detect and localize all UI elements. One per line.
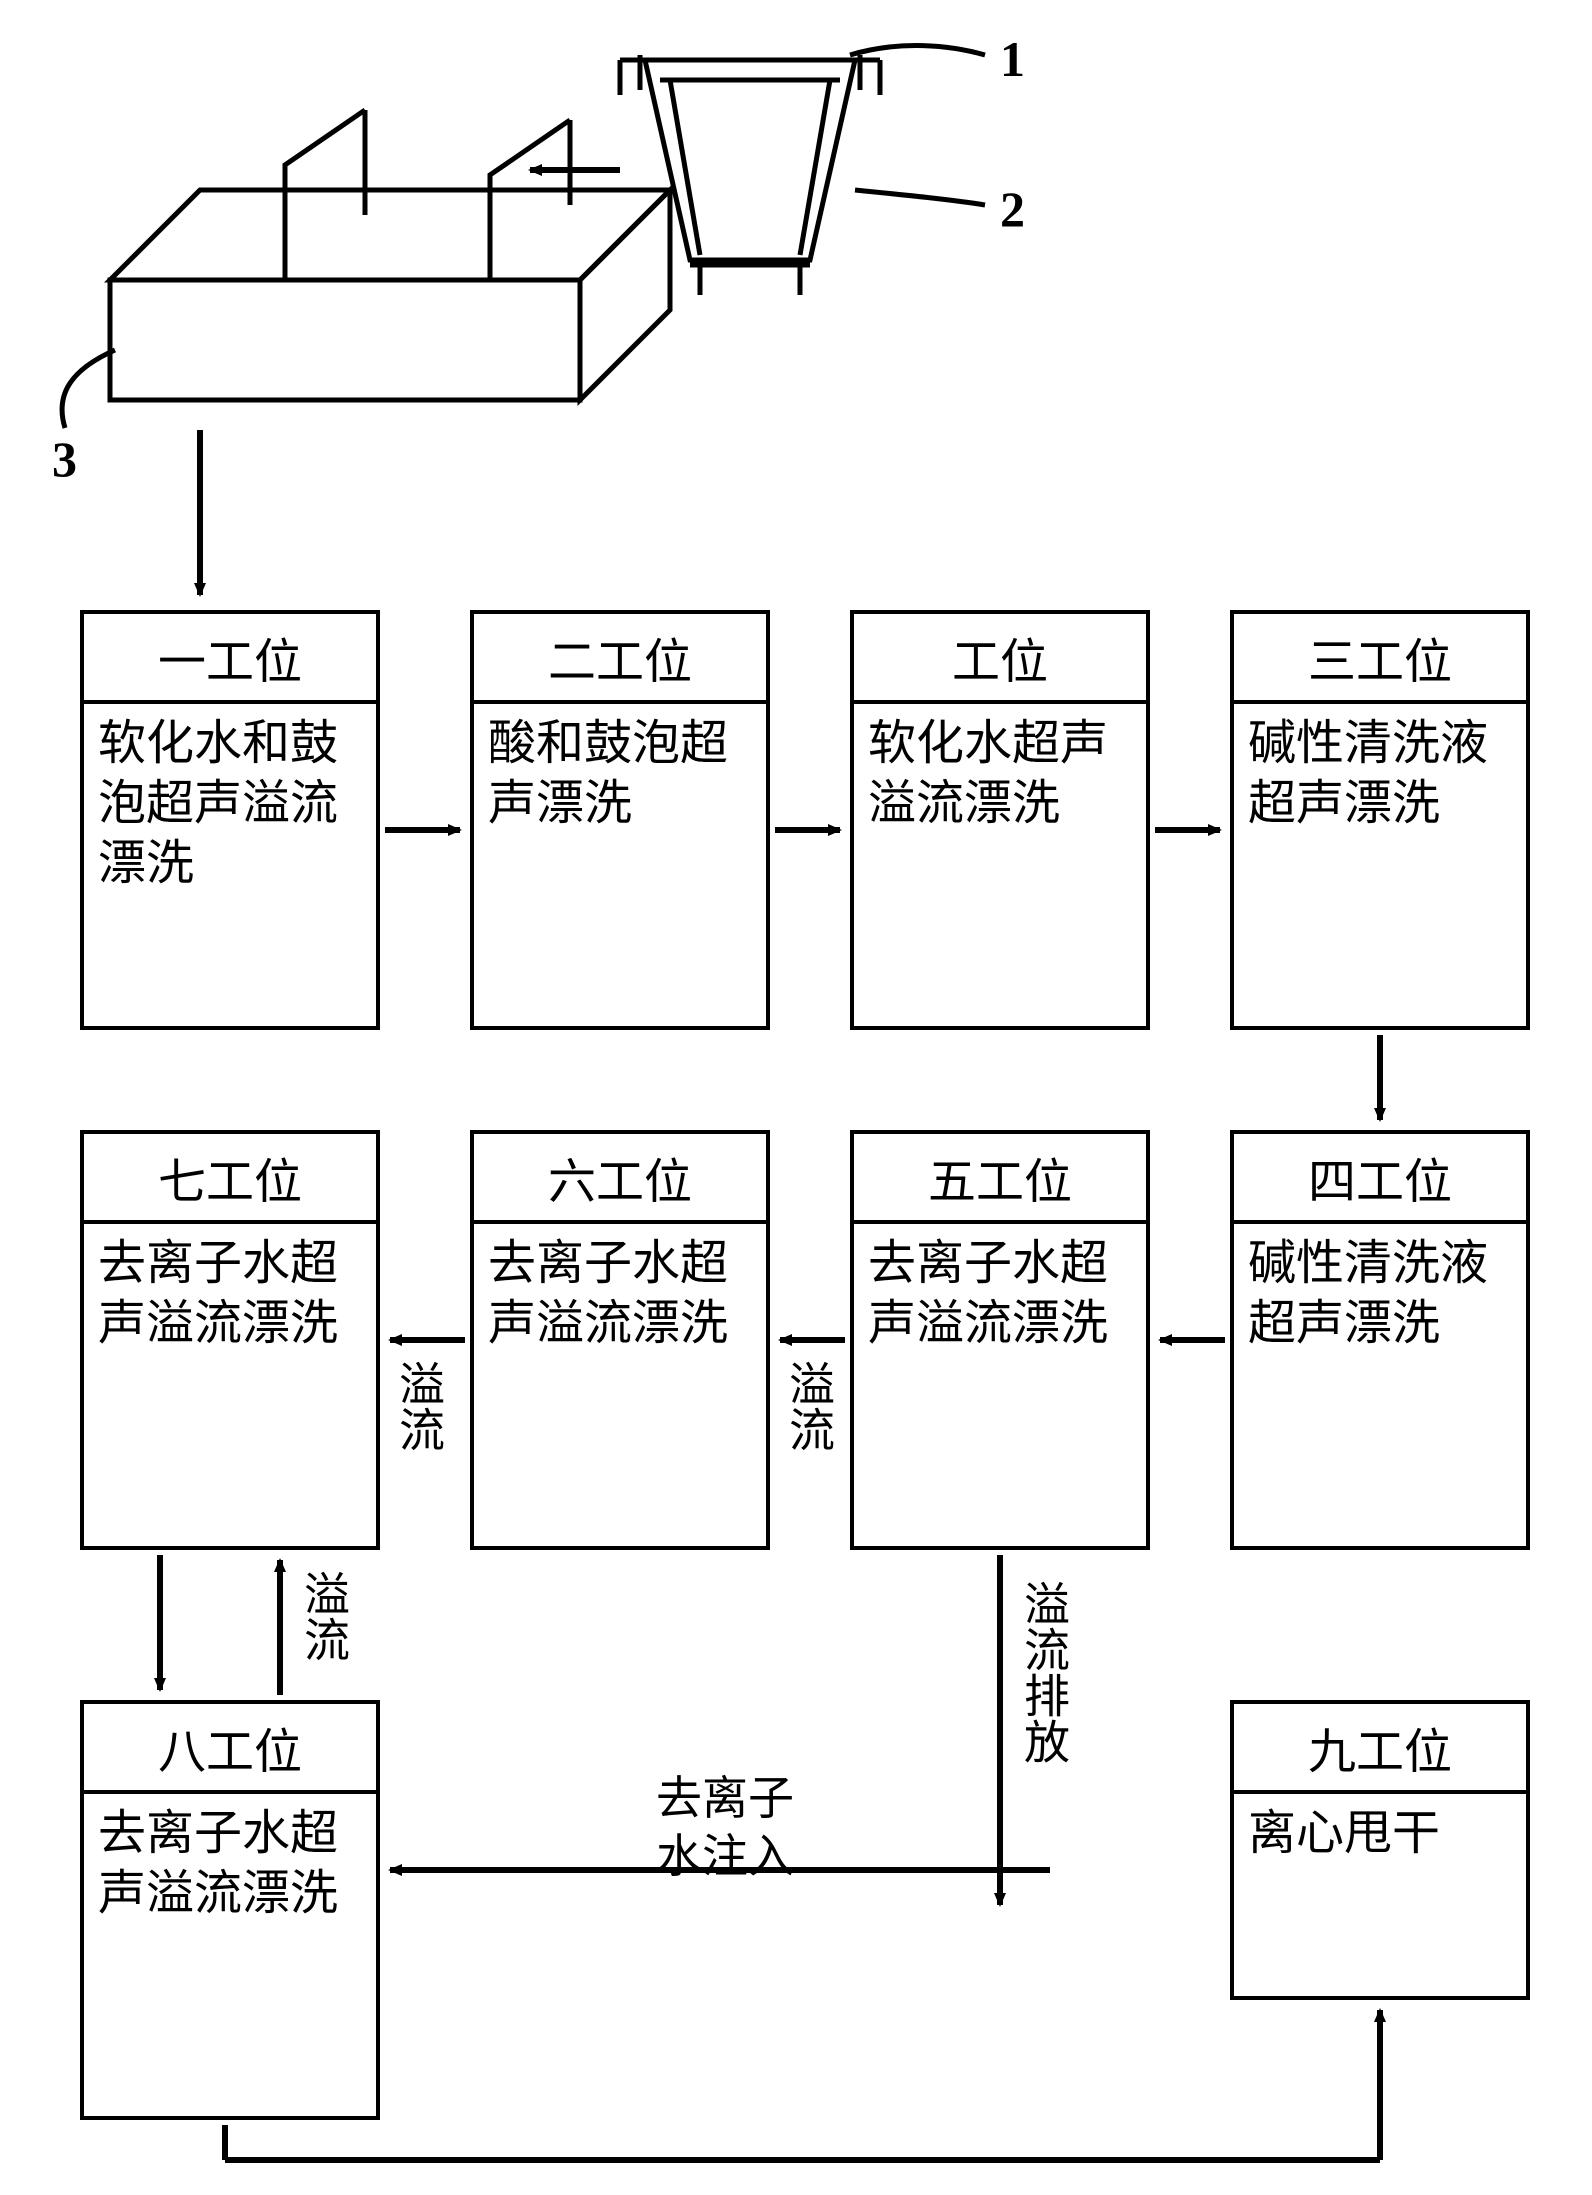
station-3-title: 三工位 <box>1234 614 1526 704</box>
station-5: 五工位 去离子水超声溢流漂洗 <box>850 1130 1150 1550</box>
label-1: 1 <box>1000 30 1025 88</box>
station-3: 三工位 碱性清洗液 超声漂洗 <box>1230 610 1530 1030</box>
station-9: 九工位 离心甩干 <box>1230 1700 1530 2000</box>
station-9-body: 离心甩干 <box>1234 1794 1526 1874</box>
station-2b-title: 工位 <box>854 614 1146 704</box>
station-3-body: 碱性清洗液 超声漂洗 <box>1234 704 1526 844</box>
station-1-title: 一工位 <box>84 614 376 704</box>
station-6-body: 去离子水超声溢流漂洗 <box>474 1224 766 1364</box>
station-7-body: 去离子水超声溢流漂洗 <box>84 1224 376 1364</box>
station-6: 六工位 去离子水超声溢流漂洗 <box>470 1130 770 1550</box>
station-2: 二工位 酸和鼓泡超声漂洗 <box>470 610 770 1030</box>
station-8-title: 八工位 <box>84 1704 376 1794</box>
station-4-body: 碱性清洗液 超声漂洗 <box>1234 1224 1526 1364</box>
overflow-label-78: 溢流 <box>300 1570 346 1662</box>
station-1-body: 软化水和鼓泡超声溢流漂洗 <box>84 704 376 904</box>
station-4: 四工位 碱性清洗液 超声漂洗 <box>1230 1130 1530 1550</box>
station-2-body: 酸和鼓泡超声漂洗 <box>474 704 766 844</box>
station-2b: 工位 软化水超声溢流漂洗 <box>850 610 1150 1030</box>
overflow-discharge-label: 溢流排放 <box>1020 1580 1066 1764</box>
label-3: 3 <box>52 430 77 488</box>
di-water-inject-label: 去离子水注入 <box>575 1770 875 1885</box>
station-5-body: 去离子水超声溢流漂洗 <box>854 1224 1146 1364</box>
station-8-body: 去离子水超声溢流漂洗 <box>84 1794 376 1934</box>
station-2b-body: 软化水超声溢流漂洗 <box>854 704 1146 844</box>
station-7: 七工位 去离子水超声溢流漂洗 <box>80 1130 380 1550</box>
label-2: 2 <box>1000 180 1025 238</box>
station-8: 八工位 去离子水超声溢流漂洗 <box>80 1700 380 2120</box>
station-7-title: 七工位 <box>84 1134 376 1224</box>
station-5-title: 五工位 <box>854 1134 1146 1224</box>
station-9-title: 九工位 <box>1234 1704 1526 1794</box>
station-4-title: 四工位 <box>1234 1134 1526 1224</box>
overflow-label-56: 溢流 <box>785 1360 831 1452</box>
station-6-title: 六工位 <box>474 1134 766 1224</box>
station-1: 一工位 软化水和鼓泡超声溢流漂洗 <box>80 610 380 1030</box>
station-2-title: 二工位 <box>474 614 766 704</box>
overflow-label-67: 溢流 <box>395 1360 441 1452</box>
